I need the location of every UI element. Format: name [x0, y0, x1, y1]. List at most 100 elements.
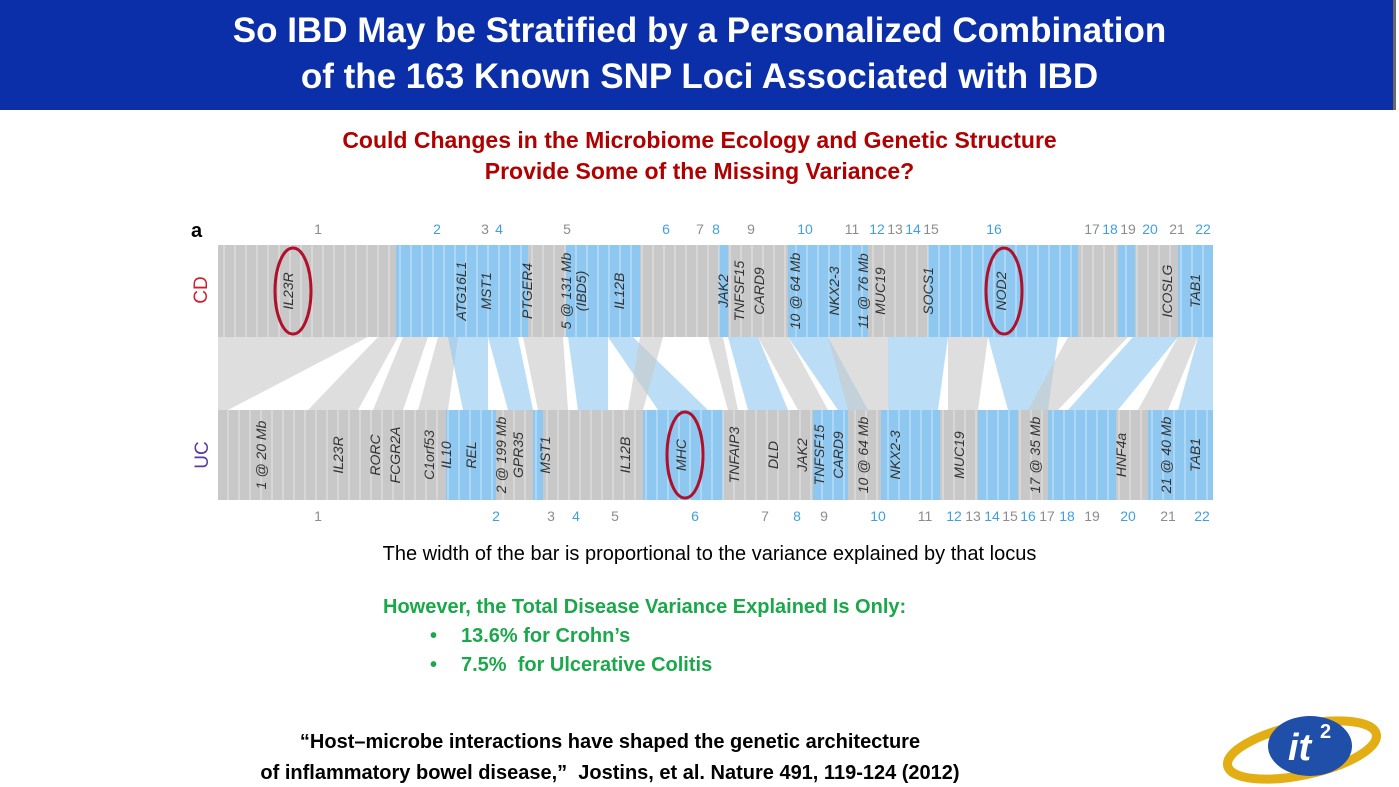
- bottom-chromosome-number: 5: [611, 508, 619, 524]
- uc-chromosome-segment: [1148, 410, 1213, 500]
- locus-link: [1028, 337, 1128, 410]
- uc-locus-label: DLD: [765, 441, 781, 469]
- bottom-chromosome-number: 4: [572, 508, 580, 524]
- bottom-chromosome-number: 3: [547, 508, 555, 524]
- cd-chromosome-segment: [788, 245, 868, 337]
- bottom-chromosome-number: 11: [918, 508, 933, 524]
- top-chromosome-number: 19: [1120, 221, 1136, 237]
- uc-locus-label: GPR35: [510, 432, 526, 478]
- uc-locus-label: IL10: [438, 441, 454, 468]
- locus-link: [628, 337, 663, 410]
- cd-locus-label: NKX2-3: [826, 266, 842, 315]
- bottom-chromosome-number: 15: [1002, 508, 1018, 524]
- cd-locus-label: (IBD5): [573, 271, 589, 311]
- citation-line2: of inflammatory bowel disease,” Jostins,…: [260, 762, 960, 784]
- cd-locus-label: IL23R: [280, 272, 296, 309]
- uc-chromosome-segment: [940, 410, 978, 500]
- top-chromosome-number: 17: [1084, 221, 1100, 237]
- uc-row-label: UC: [192, 441, 213, 468]
- locus-link: [308, 337, 398, 410]
- cd-chromosome-segment: [396, 245, 528, 337]
- cd-chromosome-segment: [1135, 245, 1178, 337]
- slide-title-line2: of the 163 Known SNP Loci Associated wit…: [300, 57, 1099, 96]
- cd-locus-label: IL12B: [611, 273, 627, 310]
- bottom-chromosome-number: 6: [691, 508, 699, 524]
- cd-locus-label: TAB1: [1187, 274, 1203, 308]
- cd-locus-label: JAK2: [715, 274, 731, 309]
- uc-locus-label: 10 @ 64 Mb: [855, 417, 871, 494]
- uc-chromosome-segment: [848, 410, 881, 500]
- uc-locus-label: TAB1: [1187, 438, 1203, 472]
- bullet-text: 13.6% for Crohn’s: [461, 625, 631, 647]
- top-chromosome-number: 13: [887, 221, 903, 237]
- cd-locus-label: MUC19: [872, 267, 888, 315]
- circle-il23r: [273, 246, 313, 336]
- logo-text: it: [1288, 727, 1313, 769]
- uc-locus-label: NKX2-3: [887, 430, 903, 479]
- locus-link: [523, 337, 568, 410]
- subtitle-line2: Provide Some of the Missing Variance?: [484, 158, 915, 184]
- variance-heading: However, the Total Disease Variance Expl…: [383, 596, 907, 618]
- uc-locus-label: C1orf53: [421, 430, 437, 480]
- locus-links: [218, 337, 1213, 410]
- logo-superscript: 2: [1320, 721, 1331, 743]
- uc-chromosome-segment: [1116, 410, 1148, 500]
- subtitle-line1: Could Changes in the Microbiome Ecology …: [342, 127, 1057, 153]
- locus-link: [418, 337, 458, 410]
- top-chromosome-number: 9: [747, 221, 755, 237]
- uc-locus-label: TNFSF15: [811, 424, 827, 485]
- cd-chromosome-segment: [640, 245, 719, 337]
- top-chromosome-number: 16: [986, 221, 1002, 237]
- uc-chromosome-segment: [643, 410, 723, 500]
- variance-bullet-uc: • 7.5% for Ulcerative Colitis: [430, 654, 713, 676]
- cd-chromosome-segment: [719, 245, 728, 337]
- cd-locus-label: NOD2: [993, 271, 1009, 310]
- uc-chromosome-segment: [533, 410, 543, 500]
- title-bar: So IBD May be Stratified by a Personaliz…: [0, 0, 1396, 110]
- locus-link: [828, 337, 888, 410]
- bottom-chromosome-number: 21: [1160, 508, 1176, 524]
- top-chromosome-number: 11: [845, 221, 860, 237]
- uc-locus-label: REL: [463, 441, 479, 468]
- uc-locus-label: 2 @ 199 Mb: [493, 417, 509, 495]
- circle-mhc: [665, 410, 705, 500]
- circle-highlights: [273, 246, 1024, 500]
- locus-link: [888, 337, 948, 410]
- panel-label: a: [191, 220, 203, 242]
- locus-link: [758, 337, 828, 410]
- cd-locus-label: TNFSF15: [731, 260, 747, 321]
- top-chromosome-number: 2: [433, 221, 441, 237]
- cd-locus-label: 11 @ 76 Mb: [855, 253, 871, 329]
- cd-chromosome-segment: [1178, 245, 1213, 337]
- locus-link: [1068, 337, 1178, 410]
- cd-locus-labels: IL23R ATG16L1 MST1 PTGER4 5 @ 131 Mb (IBD5) IL…: [280, 253, 1203, 330]
- top-chromosome-number: 1: [314, 221, 322, 237]
- cd-row-label: CD: [191, 276, 212, 303]
- uc-locus-label: IL23R: [330, 436, 346, 473]
- top-chromosome-number: 5: [563, 221, 571, 237]
- uc-chromosome-segment: [446, 410, 496, 500]
- uc-locus-label: TNFAIP3: [726, 427, 742, 484]
- cd-locus-label: CARD9: [751, 267, 767, 315]
- top-chromosome-numbers: 1 2 3 4 5 6 7 8 9 10 11 12 13 14 15 16 17 18 19 20 21 22: [314, 221, 1211, 237]
- cd-chromosome-segment: [928, 245, 1078, 337]
- locus-link: [218, 337, 368, 410]
- bottom-chromosome-number: 22: [1194, 508, 1210, 524]
- uc-locus-label: MHC: [673, 438, 689, 471]
- cd-locus-label: MST1: [478, 272, 494, 309]
- cd-locus-label: SOCS1: [920, 267, 936, 314]
- uc-locus-label: 21 @ 40 Mb: [1158, 417, 1174, 495]
- uc-locus-label: IL12B: [617, 437, 633, 474]
- top-chromosome-number: 15: [923, 221, 939, 237]
- top-chromosome-number: 22: [1195, 221, 1211, 237]
- cd-chromosome-segment: [1078, 245, 1118, 337]
- locus-link: [708, 337, 738, 410]
- top-chromosome-number: 7: [696, 221, 704, 237]
- top-chromosome-number: 12: [869, 221, 885, 237]
- top-chromosome-number: 10: [797, 221, 813, 237]
- locus-link: [1138, 337, 1198, 410]
- uc-locus-label: CARD9: [830, 431, 846, 479]
- citation-line1: “Host–microbe interactions have shaped t…: [299, 731, 921, 753]
- locus-link: [488, 337, 533, 410]
- cd-locus-label: 5 @ 131 Mb: [558, 253, 574, 330]
